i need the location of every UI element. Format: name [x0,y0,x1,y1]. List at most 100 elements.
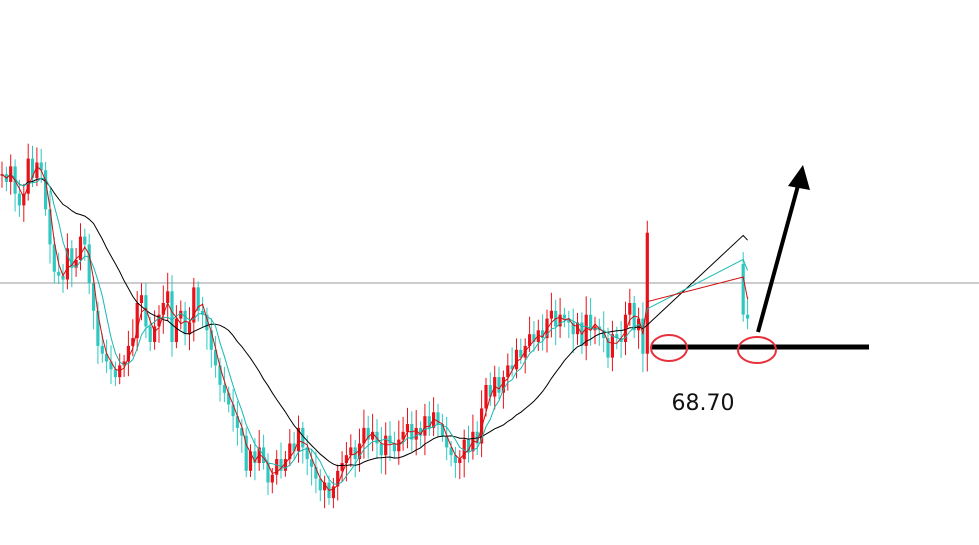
candle-body [174,318,178,342]
candle-body [645,232,649,354]
candle-body [266,463,270,483]
candle-body [514,349,519,370]
candle-body [519,349,523,358]
candle-body [746,314,750,319]
candle-body [201,310,205,315]
candle-body [366,427,370,440]
candle-body [423,416,427,436]
candle-body [253,451,257,463]
candle-body [602,330,606,339]
ma-short-line [1,165,749,491]
candle-body [384,435,388,456]
candle-body [562,314,566,319]
candle-body [187,322,192,335]
candle-body [131,338,135,346]
candle-body [52,244,56,272]
candle-body [606,338,610,358]
candle-body [344,455,348,463]
candle-body [109,361,113,370]
candle-body [405,424,410,432]
candle-body [305,447,309,460]
candle-body [161,303,165,315]
candle-body [497,377,501,393]
candle-body [458,459,462,463]
candle-body [248,451,253,471]
candle-body [30,158,35,179]
candle-body [480,408,484,444]
candle-body [567,318,571,323]
candle-body [279,459,283,471]
candle-body [214,349,218,366]
candle-body [179,310,183,319]
candle-body [22,193,26,206]
candle-body [419,427,423,436]
candle-body [74,260,78,268]
ma-mid-line [1,173,749,486]
candle-body [318,478,322,491]
candle-body [357,443,362,460]
candle-body [57,271,61,276]
candle-body [575,322,580,335]
candle-body [35,162,39,179]
candle-body [331,486,335,499]
candle-body [506,365,510,378]
candle-body [379,443,383,456]
candle-body [615,334,619,339]
candle-body [510,365,514,370]
candle-body [314,466,318,479]
candle-body [65,248,69,280]
candle-body [196,287,200,311]
candle-body [170,291,174,342]
candle-body [453,455,457,463]
candle-body [584,314,588,346]
candle-body [235,416,239,428]
candle-body [371,431,375,440]
candle-body [414,427,418,440]
candle-body [126,345,130,362]
up-arrow-head [788,165,810,190]
candle-body [528,334,532,346]
candle-body [70,248,74,268]
candle-body [222,385,226,393]
candle-body [641,318,645,354]
candle-body [183,310,187,335]
candle-body [362,427,366,444]
candle-body [741,263,745,315]
support-level-label: 68.70 [672,391,735,416]
candle-body [462,439,466,460]
candle-body [218,365,222,385]
candle-body [44,170,48,210]
candle-body [440,424,444,436]
candle-body [78,236,83,260]
candle-body [558,314,562,327]
candle-body [571,322,575,335]
candle-body [48,209,52,245]
candle-body [0,174,4,176]
candle-body [310,459,314,467]
candle-body [488,385,492,397]
candle-body [388,435,392,444]
candle-body [436,412,440,424]
candle-body [118,365,122,378]
candle-body [39,162,43,171]
candle-body [427,416,431,428]
candle-body [244,435,248,471]
candle-body [122,361,126,366]
candle-body [501,377,505,393]
candle-body [288,443,292,460]
candle-body [610,334,614,358]
support-marker-right [737,336,777,364]
candle-body [349,447,353,456]
candle-body [270,474,274,483]
candle-body [166,291,170,303]
candle-body [392,443,396,452]
candle-body [135,303,139,339]
candle-body [275,459,279,475]
candle-body [240,427,244,436]
candle-body [532,334,536,342]
candle-body [541,330,545,339]
candle-body [227,392,231,405]
candle-body [100,345,104,354]
candle-body [589,314,593,331]
